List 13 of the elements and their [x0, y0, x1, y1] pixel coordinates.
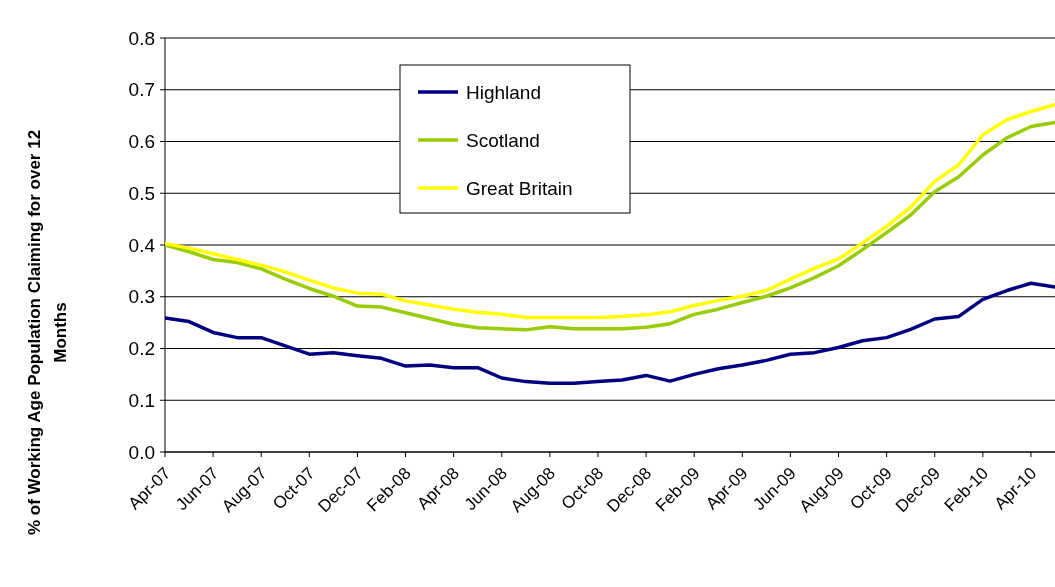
- legend-label: Highland: [466, 81, 541, 103]
- y-tick-label: 0.4: [128, 234, 156, 256]
- y-tick-label: 0.8: [128, 27, 155, 49]
- y-axis-title: % of Working Age Population Claiming for over 12 Months: [25, 129, 70, 536]
- y-tick-label: 0.5: [128, 182, 155, 204]
- y-tick-label: 0.6: [128, 131, 155, 153]
- legend-label: Great Britain: [466, 177, 573, 199]
- y-tick-label: 0.7: [128, 79, 155, 101]
- legend-label: Scotland: [466, 129, 540, 151]
- y-tick-label: 0.2: [128, 338, 155, 360]
- y-tick-label: 0.1: [128, 389, 155, 411]
- y-tick-label: 0.3: [128, 286, 155, 308]
- y-tick-label: 0.0: [128, 441, 155, 463]
